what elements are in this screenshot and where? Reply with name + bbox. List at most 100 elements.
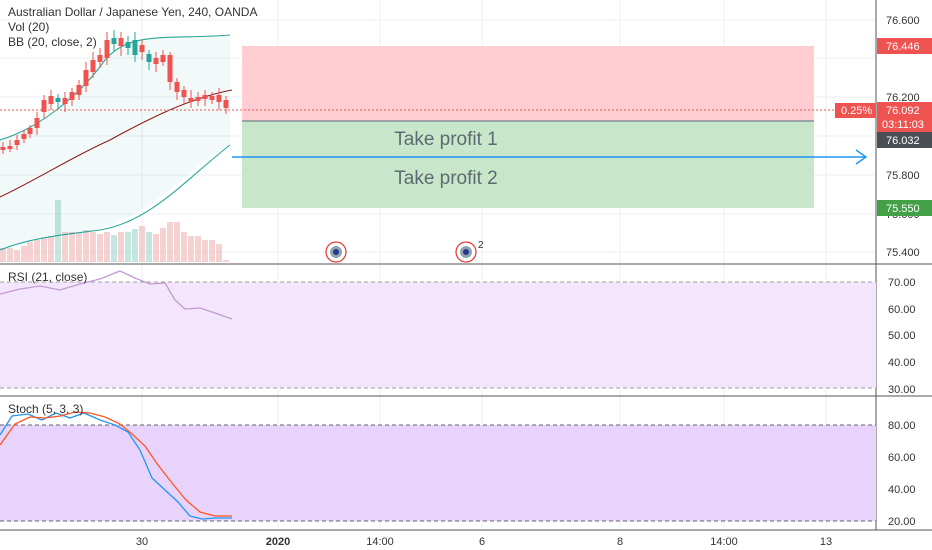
volume-bar bbox=[69, 232, 75, 262]
candle-body bbox=[97, 55, 103, 62]
volume-bar bbox=[48, 236, 54, 262]
candle-body bbox=[76, 85, 82, 95]
stoch-d-line bbox=[0, 411, 232, 517]
svg-text:76.446: 76.446 bbox=[886, 41, 920, 53]
price-tick: 76.200 bbox=[886, 92, 920, 104]
volume-bar bbox=[111, 235, 117, 262]
time-tick: 14:00 bbox=[366, 536, 394, 548]
candle-body bbox=[0, 147, 6, 150]
candle-body bbox=[167, 55, 173, 82]
stoch-tick: 20.00 bbox=[888, 516, 916, 528]
rsi-tick: 30.00 bbox=[888, 384, 916, 396]
candle-body bbox=[125, 42, 131, 48]
candle-body bbox=[62, 98, 68, 104]
flag-icon bbox=[333, 249, 339, 255]
candlesticks[interactable] bbox=[0, 30, 229, 154]
candle-body bbox=[139, 45, 145, 52]
time-tick: 6 bbox=[479, 536, 485, 548]
stoch-k-line bbox=[0, 412, 232, 520]
rsi-tick: 70.00 bbox=[888, 277, 916, 289]
candle-body bbox=[118, 38, 124, 46]
rsi-tick: 50.00 bbox=[888, 330, 916, 342]
stoch-tick: 40.00 bbox=[888, 484, 916, 496]
volume-bar bbox=[90, 232, 96, 262]
candle-body bbox=[209, 96, 215, 100]
volume-bar bbox=[41, 238, 47, 262]
entry-price-badge: 76.032 bbox=[877, 132, 932, 148]
event-count: 2 bbox=[478, 240, 484, 251]
volume-bar bbox=[209, 240, 215, 262]
candle-body bbox=[160, 55, 166, 62]
volume-bar bbox=[14, 250, 20, 262]
take-profit-2-label: Take profit 2 bbox=[394, 168, 498, 189]
flag-icon bbox=[463, 249, 469, 255]
volume-bar bbox=[55, 200, 61, 262]
volume-bar bbox=[223, 260, 229, 262]
svg-text:76.032: 76.032 bbox=[886, 135, 920, 147]
volume-bar bbox=[146, 232, 152, 262]
time-tick: 2020 bbox=[266, 536, 290, 548]
volume-bar bbox=[202, 240, 208, 262]
volume-bar bbox=[125, 232, 131, 262]
volume-bar bbox=[132, 229, 138, 262]
economic-event-marker-group[interactable]: 2 bbox=[455, 240, 484, 263]
volume-bar bbox=[216, 244, 222, 262]
bb-lower-line bbox=[0, 144, 231, 251]
volume-bar bbox=[34, 240, 40, 262]
volume-bar bbox=[104, 232, 110, 262]
last-price-badge: 76.092 03:11:03 bbox=[877, 102, 932, 132]
candle-body bbox=[55, 98, 61, 102]
candle-body bbox=[153, 58, 159, 64]
volume-label: Vol (20) bbox=[8, 20, 49, 34]
candle-body bbox=[104, 40, 110, 58]
take-profit-1-label: Take profit 1 bbox=[394, 129, 498, 150]
volume-bar bbox=[118, 232, 124, 262]
rsi-line bbox=[0, 270, 233, 320]
volume-bar bbox=[62, 232, 68, 262]
volume-bar bbox=[83, 230, 89, 262]
bb-fill bbox=[0, 35, 230, 250]
candle-body bbox=[90, 60, 96, 72]
svg-text:0.25%: 0.25% bbox=[841, 105, 872, 117]
volume-bar bbox=[174, 222, 180, 262]
stoch-band bbox=[0, 425, 876, 521]
stoch-tick: 80.00 bbox=[888, 420, 916, 432]
candle-body bbox=[21, 134, 27, 139]
time-tick: 8 bbox=[617, 536, 623, 548]
projection-arrow[interactable] bbox=[232, 149, 868, 165]
candle-body bbox=[188, 98, 194, 102]
candle-body bbox=[195, 97, 201, 101]
candle-body bbox=[14, 140, 20, 145]
volume-bar bbox=[21, 246, 27, 262]
profit-zone[interactable] bbox=[242, 121, 814, 208]
svg-text:03:11:03: 03:11:03 bbox=[882, 119, 924, 131]
candle-body bbox=[181, 90, 187, 97]
volume-bar bbox=[139, 226, 145, 262]
candle-body bbox=[83, 70, 89, 86]
candle-body bbox=[111, 38, 117, 44]
candle-body bbox=[69, 92, 75, 100]
rsi-tick: 40.00 bbox=[888, 357, 916, 369]
time-tick: 30 bbox=[136, 536, 148, 548]
candle-body bbox=[48, 96, 54, 104]
volume-bar bbox=[0, 248, 6, 262]
svg-text:75.550: 75.550 bbox=[886, 203, 920, 215]
volume-bar bbox=[27, 242, 33, 262]
rsi-tick: 60.00 bbox=[888, 304, 916, 316]
bb-basis-line bbox=[0, 89, 233, 198]
stop-price-badge: 75.550 bbox=[877, 200, 932, 216]
candle-body bbox=[202, 95, 208, 99]
economic-event-marker[interactable] bbox=[325, 241, 347, 263]
volume-bar bbox=[188, 236, 194, 262]
volume-bar bbox=[195, 236, 201, 262]
price-tick: 76.600 bbox=[886, 15, 920, 27]
stoch-tick: 60.00 bbox=[888, 452, 916, 464]
bb-label: BB (20, close, 2) bbox=[8, 35, 97, 49]
loss-zone[interactable] bbox=[242, 46, 814, 121]
volume-bar bbox=[167, 222, 173, 262]
price-tick: 75.800 bbox=[886, 170, 920, 182]
time-tick: 13 bbox=[820, 536, 832, 548]
candle-body bbox=[34, 118, 40, 128]
percent-change-badge: 0.25% bbox=[835, 103, 876, 118]
